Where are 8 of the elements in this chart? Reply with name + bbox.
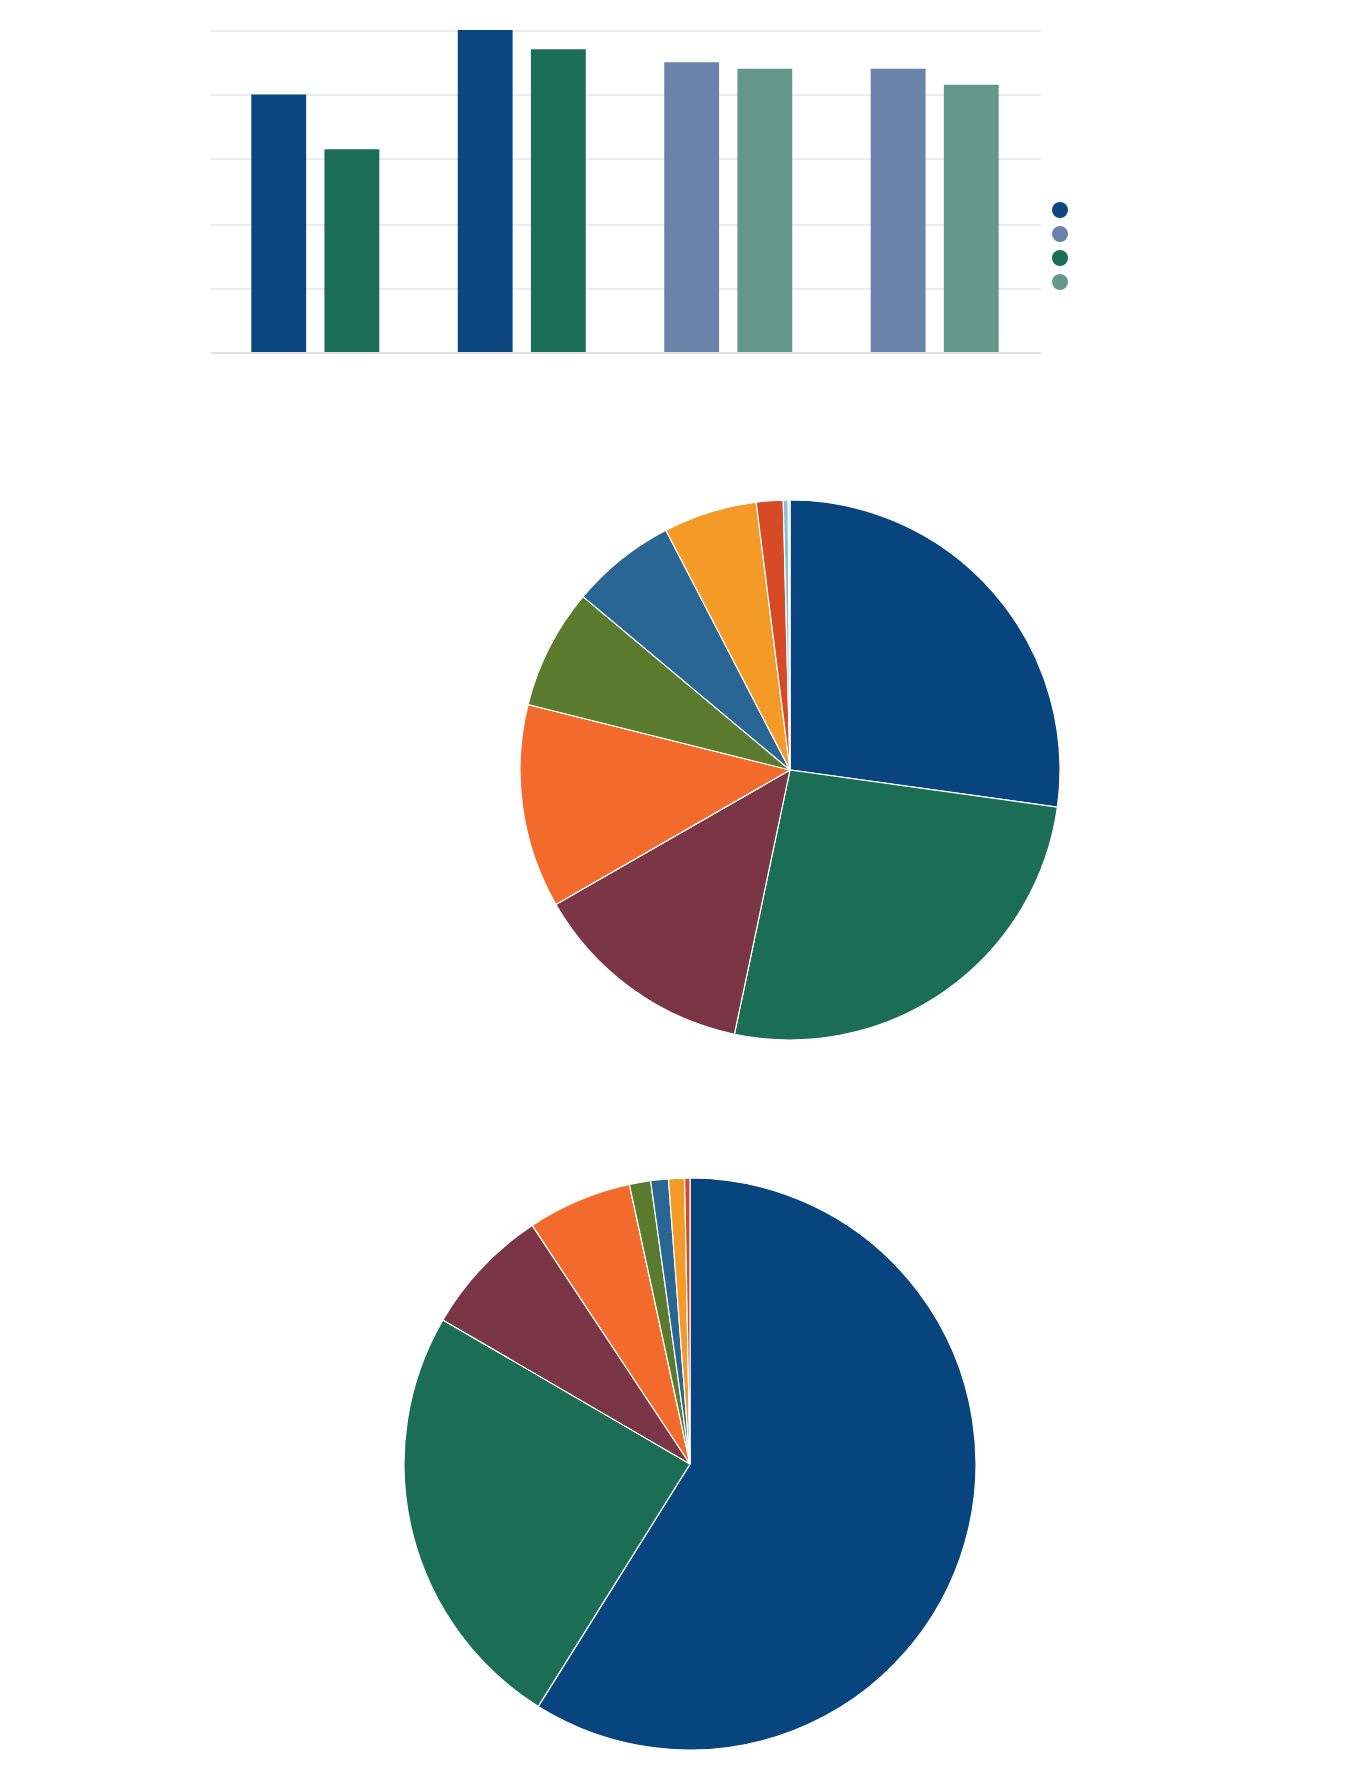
bar [870, 68, 926, 352]
bar [664, 62, 720, 352]
bar [943, 84, 999, 352]
bar [530, 49, 586, 352]
bar [737, 68, 793, 352]
bar [457, 30, 513, 352]
bar [324, 149, 380, 352]
bar [251, 94, 307, 352]
